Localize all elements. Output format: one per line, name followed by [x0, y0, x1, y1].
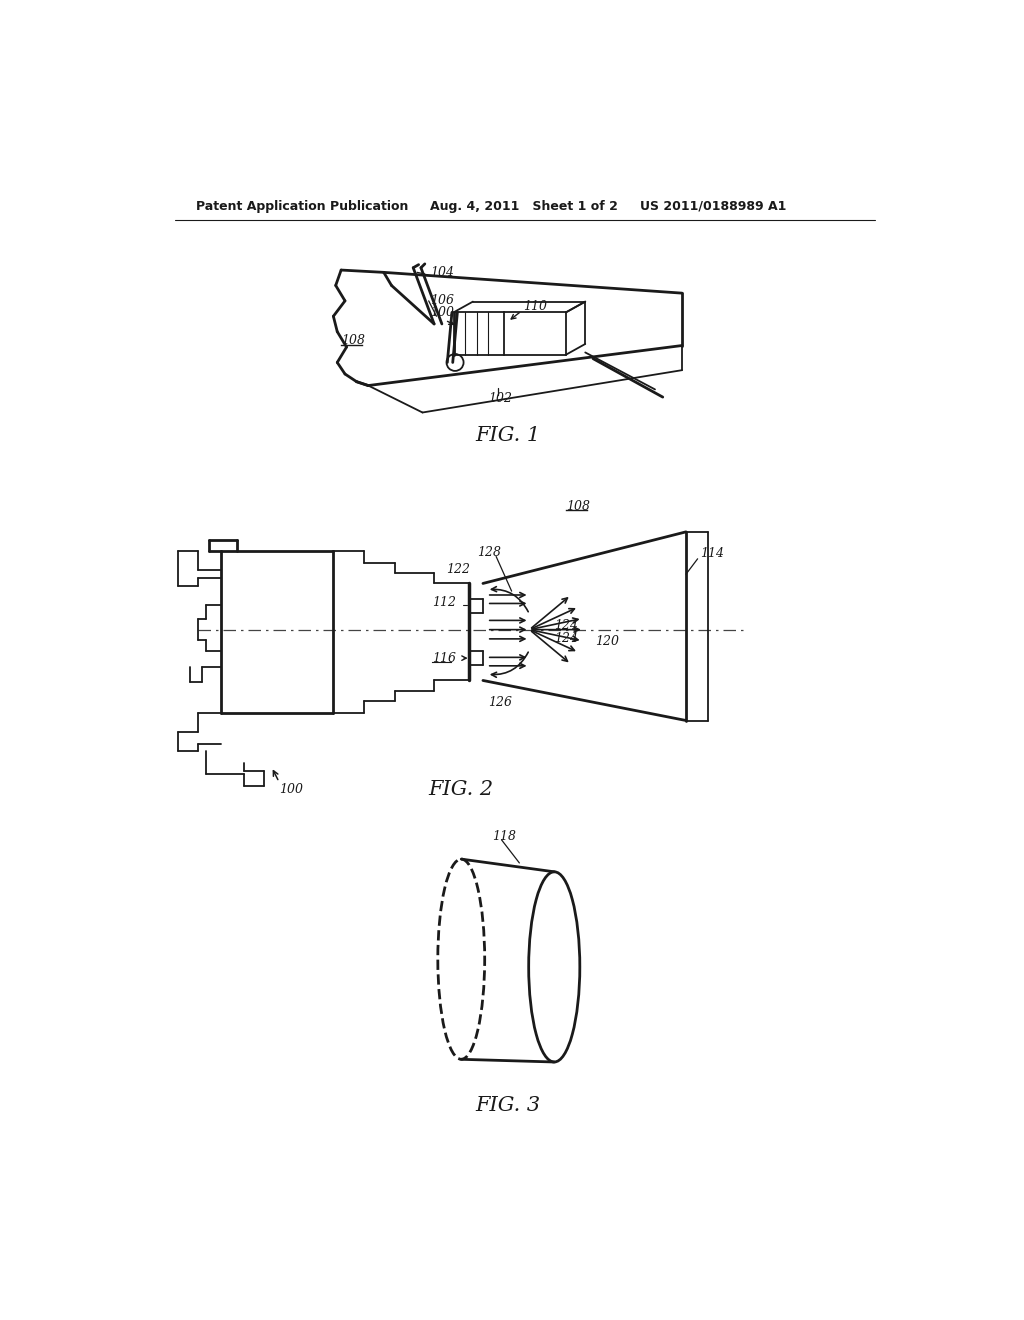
Text: 124: 124: [554, 631, 579, 644]
Text: 112: 112: [432, 597, 456, 610]
Text: Patent Application Publication: Patent Application Publication: [197, 199, 409, 213]
Text: 106: 106: [430, 294, 455, 308]
Text: 124: 124: [554, 619, 579, 632]
Text: FIG. 3: FIG. 3: [475, 1096, 541, 1115]
Text: Aug. 4, 2011   Sheet 1 of 2: Aug. 4, 2011 Sheet 1 of 2: [430, 199, 618, 213]
Text: 104: 104: [430, 265, 455, 279]
Text: 102: 102: [488, 392, 512, 405]
Text: 122: 122: [445, 564, 470, 576]
Text: 114: 114: [700, 546, 724, 560]
Text: FIG. 2: FIG. 2: [429, 780, 494, 800]
Text: 126: 126: [488, 696, 512, 709]
Text: FIG. 1: FIG. 1: [475, 426, 541, 445]
Text: US 2011/0188989 A1: US 2011/0188989 A1: [640, 199, 785, 213]
Text: 110: 110: [523, 300, 547, 313]
Text: 120: 120: [595, 635, 620, 648]
Text: 108: 108: [341, 334, 366, 347]
Text: 128: 128: [477, 546, 501, 560]
Text: 108: 108: [566, 500, 590, 513]
Text: 118: 118: [493, 829, 516, 842]
Text: 100: 100: [280, 783, 303, 796]
Text: 116: 116: [432, 652, 456, 665]
Text: 100: 100: [430, 306, 455, 319]
